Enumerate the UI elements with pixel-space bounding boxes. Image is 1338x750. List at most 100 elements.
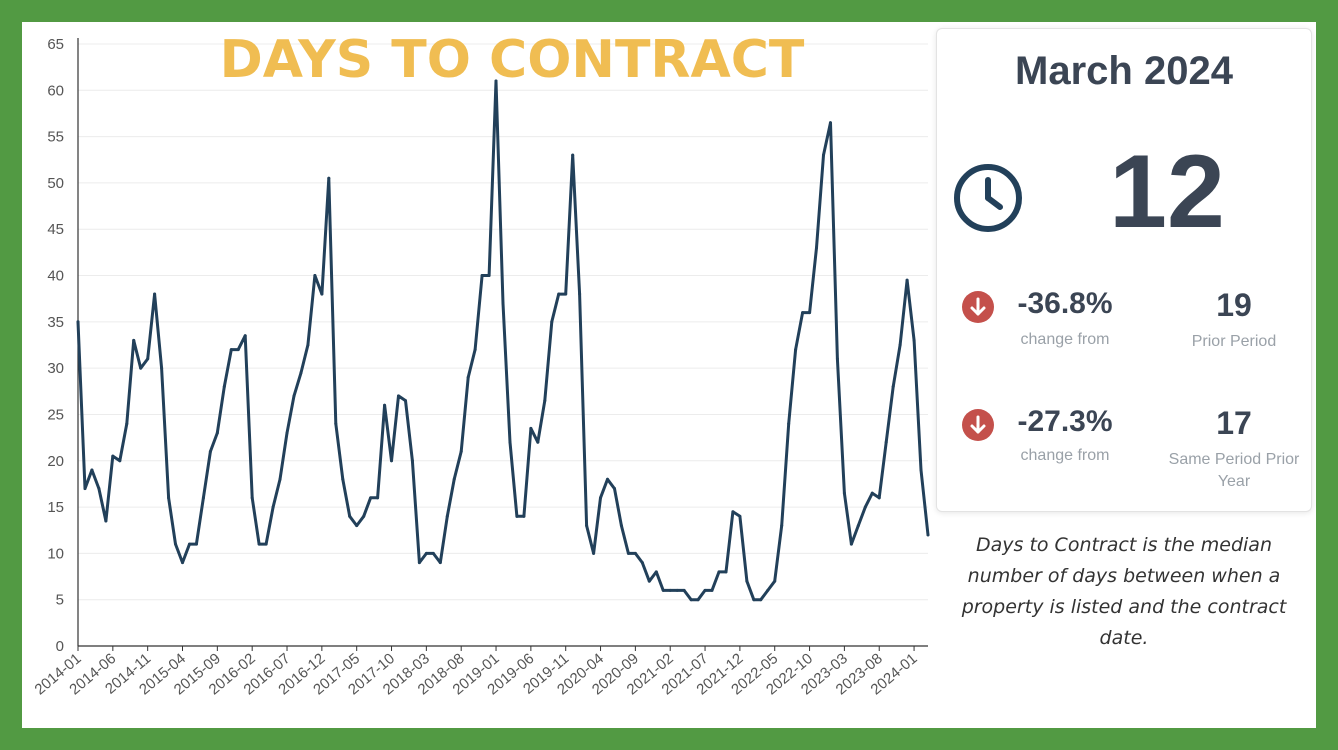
data-point bbox=[640, 561, 644, 565]
data-point bbox=[194, 542, 198, 546]
data-point bbox=[919, 468, 923, 472]
data-point bbox=[334, 422, 338, 426]
prior-year-change: -27.3% bbox=[1017, 405, 1113, 438]
data-point bbox=[912, 338, 916, 342]
data-point bbox=[654, 570, 658, 574]
data-point bbox=[390, 459, 394, 463]
data-point bbox=[905, 278, 909, 282]
data-point bbox=[529, 426, 533, 430]
y-axis: 0 5 10 15 20 25 30 35 40 45 50 55 60 65 bbox=[47, 36, 79, 655]
data-point bbox=[599, 496, 603, 500]
y-tick-label: 20 bbox=[47, 453, 64, 470]
data-point bbox=[585, 524, 589, 528]
data-point bbox=[341, 477, 345, 481]
y-tick-label: 60 bbox=[47, 82, 64, 99]
data-point bbox=[898, 343, 902, 347]
data-point bbox=[536, 440, 540, 444]
data-point bbox=[76, 320, 80, 324]
data-point bbox=[592, 551, 596, 555]
data-point bbox=[780, 524, 784, 528]
data-point bbox=[815, 246, 819, 250]
data-point bbox=[494, 79, 498, 83]
data-point bbox=[445, 514, 449, 518]
data-point bbox=[710, 588, 714, 592]
data-point bbox=[383, 403, 387, 407]
data-point bbox=[153, 292, 157, 296]
data-point bbox=[682, 588, 686, 592]
data-point bbox=[174, 542, 178, 546]
data-point bbox=[139, 366, 143, 370]
data-point bbox=[480, 274, 484, 278]
data-point bbox=[236, 348, 240, 352]
data-point bbox=[118, 459, 122, 463]
data-point bbox=[424, 551, 428, 555]
data-point bbox=[738, 514, 742, 518]
data-point bbox=[501, 301, 505, 305]
data-point bbox=[543, 399, 547, 403]
data-point bbox=[689, 598, 693, 602]
data-point bbox=[417, 561, 421, 565]
data-point bbox=[515, 514, 519, 518]
prior-period-change-label: change from bbox=[1020, 331, 1110, 348]
y-tick-label: 45 bbox=[47, 221, 64, 238]
data-point bbox=[703, 588, 707, 592]
data-point bbox=[229, 348, 233, 352]
series-line bbox=[76, 79, 930, 602]
current-value: 12 bbox=[1109, 134, 1225, 250]
data-point bbox=[466, 375, 470, 379]
dashboard-panel: 0 5 10 15 20 25 30 35 40 45 50 55 60 65 2014-01 2014-0… bbox=[22, 22, 1316, 728]
data-point bbox=[550, 320, 554, 324]
prior-period-label: Prior Period bbox=[1191, 333, 1277, 350]
prior-year-label: Same Period Prior Year bbox=[1168, 451, 1300, 490]
data-point bbox=[606, 477, 610, 481]
data-point bbox=[285, 431, 289, 435]
data-point bbox=[410, 459, 414, 463]
data-point bbox=[473, 348, 477, 352]
data-point bbox=[926, 533, 930, 537]
data-point bbox=[160, 366, 164, 370]
data-point bbox=[243, 334, 247, 338]
data-point bbox=[278, 477, 282, 481]
data-point bbox=[842, 491, 846, 495]
prior-year-change-label: change from bbox=[1020, 447, 1110, 464]
data-point bbox=[487, 274, 491, 278]
line-chart: 0 5 10 15 20 25 30 35 40 45 50 55 60 65 2014-012014-0… bbox=[31, 36, 930, 698]
y-tick-label: 15 bbox=[47, 499, 64, 516]
y-tick-label: 25 bbox=[47, 406, 64, 423]
data-point bbox=[201, 496, 205, 500]
data-point bbox=[257, 542, 261, 546]
data-point bbox=[181, 561, 185, 565]
data-point bbox=[187, 542, 191, 546]
y-tick-label: 55 bbox=[47, 129, 64, 146]
data-point bbox=[327, 176, 331, 180]
data-point bbox=[348, 514, 352, 518]
data-point bbox=[522, 514, 526, 518]
data-point bbox=[863, 505, 867, 509]
data-point bbox=[808, 311, 812, 315]
summary-card: March 2024 12 -36.8% change from 19 Prio… bbox=[936, 28, 1312, 512]
metric-description: Days to Contract is the median number of… bbox=[961, 534, 1287, 649]
data-point bbox=[835, 357, 839, 361]
prior-year-value: 17 bbox=[1216, 405, 1252, 441]
y-tick-label: 35 bbox=[47, 314, 64, 331]
data-point bbox=[578, 292, 582, 296]
prior-period-value: 19 bbox=[1216, 287, 1252, 323]
data-point bbox=[571, 153, 575, 157]
data-point bbox=[403, 399, 407, 403]
data-point bbox=[794, 348, 798, 352]
y-tick-label: 5 bbox=[56, 592, 64, 609]
data-point bbox=[696, 598, 700, 602]
period-label: March 2024 bbox=[1015, 49, 1233, 93]
data-point bbox=[250, 496, 254, 500]
down-arrow-icon bbox=[962, 409, 994, 441]
data-point bbox=[626, 551, 630, 555]
data-point bbox=[731, 510, 735, 514]
data-point bbox=[376, 496, 380, 500]
data-point bbox=[557, 292, 561, 296]
data-point bbox=[787, 422, 791, 426]
data-point bbox=[215, 431, 219, 435]
data-point bbox=[104, 519, 108, 523]
y-tick-label: 65 bbox=[47, 36, 64, 53]
data-point bbox=[90, 468, 94, 472]
data-point bbox=[111, 454, 115, 458]
